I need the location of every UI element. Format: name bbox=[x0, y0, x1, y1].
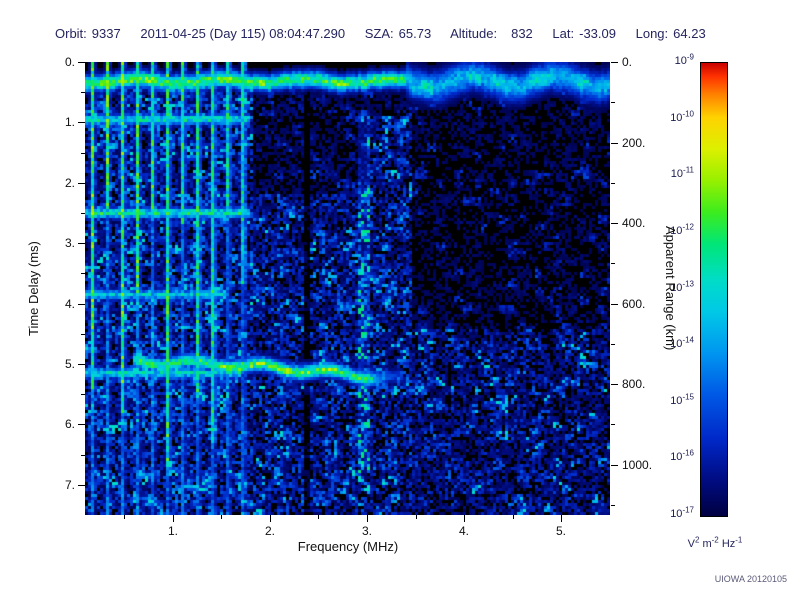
colorbar-tick-label: 10-10 bbox=[670, 109, 694, 124]
y-axis-tick bbox=[78, 485, 85, 486]
range-axis-tick-label: 0. bbox=[622, 55, 633, 69]
y-axis-tick-label: 3. bbox=[64, 236, 75, 250]
colorbar-tick-label: 10-17 bbox=[670, 505, 694, 520]
range-axis-tick bbox=[611, 304, 618, 305]
colorbar-tick-label: 10-11 bbox=[670, 165, 694, 180]
altitude-label: Altitude: bbox=[450, 26, 498, 41]
lat-group: Lat: -33.09 bbox=[552, 26, 616, 41]
y-axis-minor-tick bbox=[81, 334, 85, 335]
altitude-value: 832 bbox=[511, 26, 533, 41]
y-axis-tick-label: 1. bbox=[64, 115, 75, 129]
x-axis-tick bbox=[561, 515, 562, 522]
y-axis-label-left: Time Delay (ms) bbox=[26, 241, 41, 336]
range-axis-tick bbox=[611, 384, 618, 385]
range-axis-tick-label: 200. bbox=[622, 136, 646, 150]
spectrogram-canvas bbox=[85, 62, 610, 515]
lat-label: Lat: bbox=[552, 26, 575, 41]
range-axis-minor-tick bbox=[611, 263, 615, 264]
sza-label: SZA: bbox=[364, 26, 394, 41]
x-axis-minor-tick bbox=[416, 515, 417, 519]
y-axis-tick bbox=[78, 304, 85, 305]
colorbar-units-label: V2 m-2 Hz-1 bbox=[687, 535, 743, 550]
range-axis-minor-tick bbox=[611, 183, 615, 184]
sza-value: 65.73 bbox=[398, 26, 432, 41]
range-axis-tick-label: 400. bbox=[622, 216, 646, 230]
y-axis-label-right: Apparent Range (km) bbox=[663, 226, 678, 351]
x-axis-minor-tick bbox=[124, 515, 125, 519]
x-axis-minor-tick bbox=[513, 515, 514, 519]
x-axis-tick-label: 2. bbox=[264, 524, 275, 538]
x-axis-minor-tick bbox=[221, 515, 222, 519]
colorbar-tick-label: 10-9 bbox=[674, 52, 694, 67]
y-axis-minor-tick bbox=[81, 213, 85, 214]
long-value: 64.23 bbox=[673, 26, 706, 41]
x-axis-tick-label: 4. bbox=[458, 524, 469, 538]
y-axis-minor-tick bbox=[81, 153, 85, 154]
lat-value: -33.09 bbox=[579, 26, 616, 41]
range-axis-tick bbox=[611, 62, 618, 63]
range-axis-minor-tick bbox=[611, 344, 615, 345]
y-axis-tick bbox=[78, 62, 85, 63]
sza-group: SZA: 65.73 bbox=[365, 26, 431, 41]
y-axis-tick bbox=[78, 243, 85, 244]
y-axis-minor-tick bbox=[81, 394, 85, 395]
colorbar-tick-label: 10-12 bbox=[670, 222, 694, 237]
range-axis-tick bbox=[611, 465, 618, 466]
orbit-label: Orbit: bbox=[55, 26, 87, 41]
x-axis-tick-label: 3. bbox=[361, 524, 372, 538]
x-axis-minor-tick bbox=[318, 515, 319, 519]
x-axis-tick bbox=[270, 515, 271, 522]
range-axis-tick bbox=[611, 223, 618, 224]
y-axis-minor-tick bbox=[81, 92, 85, 93]
range-axis-tick-label: 1000. bbox=[622, 458, 653, 472]
orbit-group: Orbit: 9337 bbox=[55, 26, 121, 41]
y-axis-tick-label: 5. bbox=[64, 357, 75, 371]
y-axis-tick bbox=[78, 122, 85, 123]
header-info: Orbit: 9337 2011-04-25 (Day 115) 08:04:47… bbox=[55, 26, 775, 41]
range-axis-minor-tick bbox=[611, 424, 615, 425]
altitude-group: Altitude: 832 bbox=[450, 26, 533, 41]
x-axis-tick bbox=[173, 515, 174, 522]
credit-text: UIOWA 20120105 bbox=[714, 574, 787, 584]
y-axis-minor-tick bbox=[81, 273, 85, 274]
long-group: Long: 64.23 bbox=[636, 26, 706, 41]
y-axis-tick-label: 7. bbox=[64, 478, 75, 492]
range-axis-minor-tick bbox=[611, 505, 615, 506]
colorbar-gradient bbox=[700, 62, 728, 517]
x-axis-tick-label: 1. bbox=[167, 524, 178, 538]
x-axis-tick-label: 5. bbox=[555, 524, 566, 538]
colorbar-tick-label: 10-16 bbox=[670, 448, 694, 463]
y-axis-tick-label: 6. bbox=[64, 417, 75, 431]
y-axis-tick bbox=[78, 183, 85, 184]
colorbar-tick-label: 10-15 bbox=[670, 392, 694, 407]
x-axis-label: Frequency (MHz) bbox=[297, 539, 399, 554]
x-axis-tick bbox=[464, 515, 465, 522]
long-label: Long: bbox=[635, 26, 669, 41]
colorbar-tick-label: 10-14 bbox=[670, 335, 694, 350]
orbit-value: 9337 bbox=[91, 26, 121, 41]
y-axis-tick bbox=[78, 424, 85, 425]
y-axis-minor-tick bbox=[81, 455, 85, 456]
range-axis-minor-tick bbox=[611, 102, 615, 103]
y-axis-tick-label: 4. bbox=[64, 297, 75, 311]
y-axis-tick bbox=[78, 364, 85, 365]
datetime-text: 2011-04-25 (Day 115) 08:04:47.290 bbox=[140, 26, 346, 41]
range-axis-tick-label: 600. bbox=[622, 297, 646, 311]
y-axis-tick-label: 2. bbox=[64, 176, 75, 190]
y-axis-tick-label: 0. bbox=[64, 55, 75, 69]
range-axis-tick-label: 800. bbox=[622, 377, 646, 391]
x-axis-tick bbox=[367, 515, 368, 522]
range-axis-tick bbox=[611, 143, 618, 144]
colorbar-tick-label: 10-13 bbox=[670, 279, 694, 294]
